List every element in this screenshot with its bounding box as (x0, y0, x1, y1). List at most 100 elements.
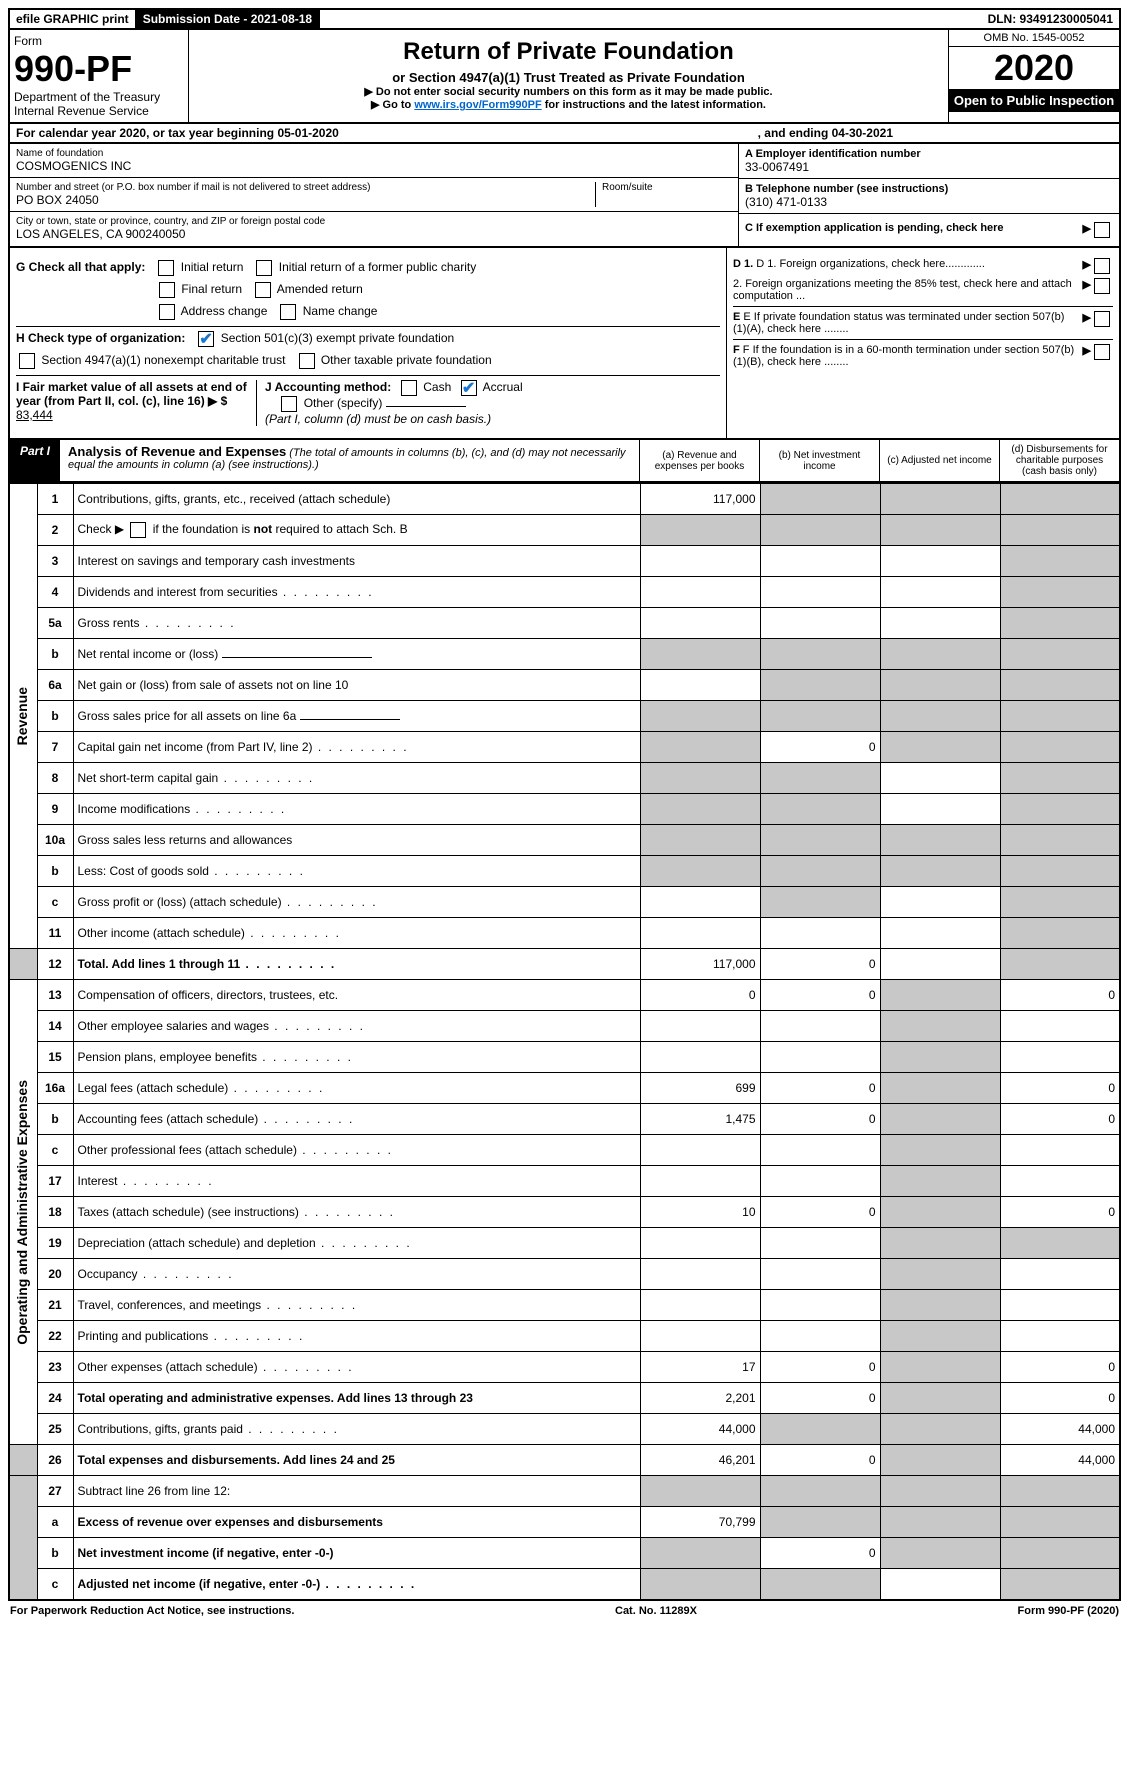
table-row: 19Depreciation (attach schedule) and dep… (9, 1228, 1120, 1259)
i-label: I Fair market value of all assets at end… (16, 380, 247, 408)
ein-label: A Employer identification number (745, 148, 1113, 160)
g-initial-return-cb[interactable] (158, 260, 174, 276)
table-row: 11Other income (attach schedule) (9, 918, 1120, 949)
part1-label: Part I (10, 440, 60, 481)
col-b-header: (b) Net investment income (759, 440, 879, 481)
table-row: 23Other expenses (attach schedule)1700 (9, 1352, 1120, 1383)
g-initial-former: Initial return of a former public charit… (279, 260, 476, 274)
page-footer: For Paperwork Reduction Act Notice, see … (8, 1601, 1121, 1621)
part1-header: Part I Analysis of Revenue and Expenses … (8, 440, 1121, 483)
table-row: 10aGross sales less returns and allowanc… (9, 825, 1120, 856)
g-name-change: Name change (303, 304, 378, 318)
d1-checkbox[interactable] (1094, 258, 1110, 274)
table-row: 25Contributions, gifts, grants paid44,00… (9, 1414, 1120, 1445)
exemption-pending-label: C If exemption application is pending, c… (745, 222, 1083, 234)
table-row: 7Capital gain net income (from Part IV, … (9, 732, 1120, 763)
table-row: 17Interest (9, 1166, 1120, 1197)
irs-link[interactable]: www.irs.gov/Form990PF (414, 99, 541, 111)
form-title: Return of Private Foundation (199, 38, 938, 66)
footer-left: For Paperwork Reduction Act Notice, see … (10, 1605, 294, 1617)
j-label: J Accounting method: (265, 380, 391, 394)
table-row: 21Travel, conferences, and meetings (9, 1290, 1120, 1321)
footer-mid: Cat. No. 11289X (615, 1605, 697, 1617)
e-checkbox[interactable] (1094, 311, 1110, 327)
phone-label: B Telephone number (see instructions) (745, 183, 1113, 195)
g-amended-return-cb[interactable] (255, 282, 271, 298)
table-row: bNet rental income or (loss) (9, 639, 1120, 670)
table-row: cOther professional fees (attach schedul… (9, 1135, 1120, 1166)
table-row: 24Total operating and administrative exp… (9, 1383, 1120, 1414)
calendar-year-row: For calendar year 2020, or tax year begi… (8, 124, 1121, 144)
table-row: aExcess of revenue over expenses and dis… (9, 1507, 1120, 1538)
exemption-checkbox[interactable] (1094, 222, 1110, 238)
dln: DLN: 93491230005041 (982, 10, 1119, 28)
g-initial-former-cb[interactable] (256, 260, 272, 276)
cal-year-end: , and ending 04-30-2021 (758, 126, 893, 140)
table-row: 22Printing and publications (9, 1321, 1120, 1352)
table-row: bGross sales price for all assets on lin… (9, 701, 1120, 732)
footer-right: Form 990-PF (2020) (1018, 1605, 1119, 1617)
h-501c3: Section 501(c)(3) exempt private foundat… (221, 331, 454, 345)
part1-title: Analysis of Revenue and Expenses (68, 444, 286, 459)
h-other-taxable-cb[interactable] (299, 353, 315, 369)
f-checkbox[interactable] (1094, 344, 1110, 360)
open-to-public: Open to Public Inspection (949, 89, 1119, 112)
g-amended-return: Amended return (277, 282, 363, 296)
table-row: 26Total expenses and disbursements. Add … (9, 1445, 1120, 1476)
g-address-change-cb[interactable] (159, 304, 175, 320)
foundation-name: COSMOGENICS INC (16, 159, 732, 173)
g-initial-return: Initial return (181, 260, 244, 274)
efile-label: efile GRAPHIC print (10, 10, 137, 28)
address-value: PO BOX 24050 (16, 193, 595, 207)
identification-block: Name of foundation COSMOGENICS INC Numbe… (8, 144, 1121, 248)
j-cash: Cash (423, 380, 451, 394)
d1-label: D 1. D 1. Foreign organizations, check h… (733, 258, 1083, 270)
table-row: 27Subtract line 26 from line 12: (9, 1476, 1120, 1507)
dept-treasury: Department of the Treasury (14, 90, 184, 104)
table-row: cGross profit or (loss) (attach schedule… (9, 887, 1120, 918)
omb-number: OMB No. 1545-0052 (949, 30, 1119, 47)
i-value: 83,444 (16, 408, 53, 422)
col-a-header: (a) Revenue and expenses per books (639, 440, 759, 481)
col-d-header: (d) Disbursements for charitable purpose… (999, 440, 1119, 481)
dept-irs: Internal Revenue Service (14, 104, 184, 118)
table-row: bAccounting fees (attach schedule)1,4750… (9, 1104, 1120, 1135)
table-row: bLess: Cost of goods sold (9, 856, 1120, 887)
table-row: 2Check ▶ if the foundation is not requir… (9, 515, 1120, 546)
form-header: Form 990-PF Department of the Treasury I… (8, 30, 1121, 124)
table-row: 16aLegal fees (attach schedule)69900 (9, 1073, 1120, 1104)
g-final-return-cb[interactable] (159, 282, 175, 298)
table-row: 3Interest on savings and temporary cash … (9, 546, 1120, 577)
part1-table: Revenue 1Contributions, gifts, grants, e… (8, 483, 1121, 1601)
city-value: LOS ANGELES, CA 900240050 (16, 227, 732, 241)
table-row: cAdjusted net income (if negative, enter… (9, 1569, 1120, 1601)
ein-value: 33-0067491 (745, 160, 1113, 174)
check-block: G Check all that apply: Initial return I… (8, 248, 1121, 440)
d2-label: 2. Foreign organizations meeting the 85%… (733, 278, 1083, 302)
sch-b-checkbox[interactable] (130, 522, 146, 538)
form-note-2: ▶ Go to www.irs.gov/Form990PF for instru… (199, 98, 938, 111)
table-row: 12Total. Add lines 1 through 11117,0000 (9, 949, 1120, 980)
table-row: 9Income modifications (9, 794, 1120, 825)
h-4947-cb[interactable] (19, 353, 35, 369)
top-bar: efile GRAPHIC print Submission Date - 20… (8, 8, 1121, 30)
form-number: 990-PF (14, 48, 184, 90)
j-accrual-cb[interactable] (461, 380, 477, 396)
form-note-1: ▶ Do not enter social security numbers o… (199, 85, 938, 98)
j-other-cb[interactable] (281, 396, 297, 412)
j-cash-cb[interactable] (401, 380, 417, 396)
address-label: Number and street (or P.O. box number if… (16, 182, 595, 193)
col-c-header: (c) Adjusted net income (879, 440, 999, 481)
phone-value: (310) 471-0133 (745, 195, 1113, 209)
h-501c3-cb[interactable] (198, 331, 214, 347)
d2-checkbox[interactable] (1094, 278, 1110, 294)
g-name-change-cb[interactable] (280, 304, 296, 320)
g-address-change: Address change (181, 304, 268, 318)
table-row: 8Net short-term capital gain (9, 763, 1120, 794)
form-subtitle: or Section 4947(a)(1) Trust Treated as P… (199, 70, 938, 85)
table-row: 6aNet gain or (loss) from sale of assets… (9, 670, 1120, 701)
h-label: H Check type of organization: (16, 331, 185, 345)
table-row: 5aGross rents (9, 608, 1120, 639)
table-row: bNet investment income (if negative, ent… (9, 1538, 1120, 1569)
tax-year: 2020 (949, 47, 1119, 89)
